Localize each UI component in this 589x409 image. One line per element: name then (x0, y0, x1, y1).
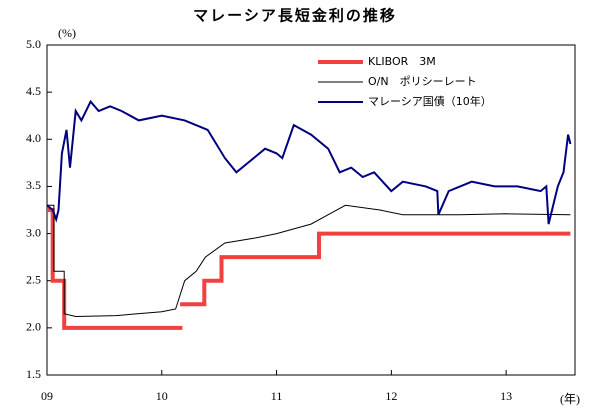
y-tick-label: 4.0 (26, 131, 41, 145)
x-tick-label: 11 (271, 389, 283, 403)
x-tick-label: 10 (156, 389, 168, 403)
chart-title: マレーシア長短金利の推移 (193, 7, 397, 25)
x-axis-label: (年) (560, 392, 580, 406)
y-tick-label: 3.5 (26, 178, 41, 192)
legend-label: KLIBOR 3M (368, 55, 436, 68)
x-tick-label: 12 (385, 389, 397, 403)
y-tick-label: 3.0 (26, 225, 41, 239)
y-axis-label: (%) (58, 26, 76, 40)
y-tick-label: 2.5 (26, 272, 41, 286)
plot-frame (46, 44, 576, 376)
y-tick-label: 5.0 (26, 37, 41, 51)
y-tick-label: 4.5 (26, 84, 41, 98)
x-tick-label: 13 (500, 389, 512, 403)
legend-label: O/N ポリシーレート (368, 75, 477, 88)
x-tick-label: 09 (41, 389, 53, 403)
y-tick-label: 1.5 (26, 367, 41, 381)
legend-label: マレーシア国債（10年） (368, 94, 492, 108)
series-line (47, 204, 571, 318)
series-line (47, 208, 571, 330)
y-tick-label: 2.0 (26, 320, 41, 334)
series-line (46, 99, 572, 225)
